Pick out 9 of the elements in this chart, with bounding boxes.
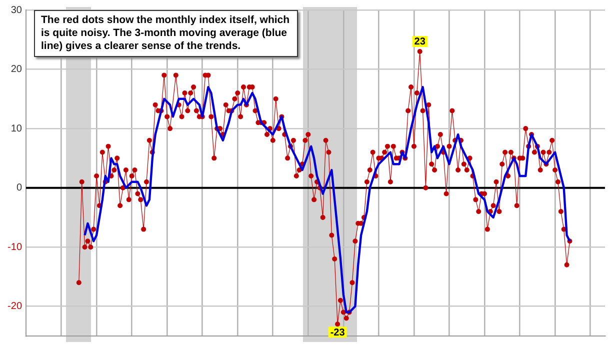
y-tick-label: -10 <box>8 242 22 253</box>
y-tick-label: 20 <box>10 64 22 76</box>
y-tick-label: 30 <box>10 4 22 16</box>
y-tick-label: 0 <box>16 182 22 194</box>
annotation: -23 <box>330 327 346 338</box>
annotation: 23 <box>414 36 426 48</box>
annotation: The red dots show the monthly index itself, which is quite noisy. The 3-month moving average (blue line) gives a clearer sense of the trends. <box>34 10 298 57</box>
y-tick-label: 10 <box>10 123 22 134</box>
y-tick-label: -20 <box>8 301 22 312</box>
